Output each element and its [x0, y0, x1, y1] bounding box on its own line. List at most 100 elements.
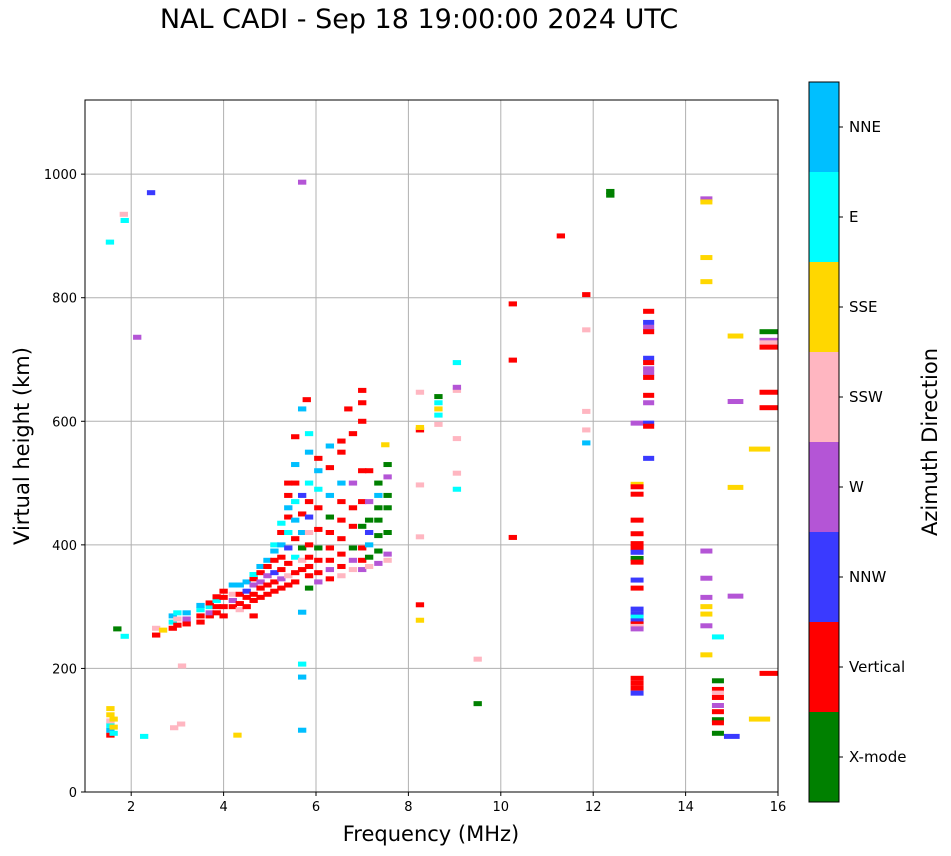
data-point-nne: [374, 492, 383, 498]
data-point-vertical: [277, 554, 286, 560]
data-point-vertical: [556, 233, 566, 239]
data-point-w: [277, 576, 286, 582]
x-tick-label: 4: [219, 800, 227, 815]
data-point-nnw: [630, 606, 644, 612]
data-point-w: [263, 573, 272, 579]
colorbar-label: Azimuth Direction: [918, 348, 942, 536]
data-point-vertical: [582, 292, 591, 298]
data-point-vertical: [314, 455, 323, 461]
data-point-vertical: [212, 610, 221, 616]
data-point-nne: [297, 406, 307, 412]
data-points: [105, 179, 778, 739]
data-point-x-mode: [383, 492, 392, 498]
data-point-vertical: [284, 560, 293, 566]
data-point-w: [630, 626, 644, 632]
data-point-w: [643, 324, 655, 330]
data-point-vertical: [235, 601, 244, 607]
data-point-nne: [325, 443, 335, 449]
data-point-w: [228, 597, 237, 603]
data-point-vertical: [263, 563, 272, 569]
data-point-vertical: [304, 573, 314, 579]
data-point-vertical: [337, 499, 346, 505]
data-point-ssw: [452, 436, 462, 442]
data-point-x-mode: [374, 548, 383, 554]
data-point-nnw: [304, 514, 314, 520]
data-point-sse: [700, 604, 713, 610]
data-point-e: [452, 486, 462, 492]
data-point-vertical: [277, 567, 286, 573]
data-point-vertical: [219, 604, 228, 610]
data-point-ssw: [170, 725, 179, 731]
data-point-vertical: [182, 621, 191, 627]
data-point-nne: [337, 480, 346, 486]
data-point-ssw: [582, 408, 591, 414]
data-point-ssw: [473, 656, 482, 662]
data-point-vertical: [291, 570, 300, 576]
data-point-vertical: [711, 720, 724, 726]
data-point-vertical: [256, 594, 265, 600]
data-point-vertical: [284, 582, 293, 588]
data-point-x-mode: [711, 717, 724, 723]
colorbar-swatch: [809, 622, 839, 712]
data-point-vertical: [348, 523, 358, 529]
data-point-sse: [727, 484, 744, 490]
data-point-e: [711, 634, 724, 640]
data-point-x-mode: [473, 701, 482, 707]
y-tick-label: 800: [52, 292, 77, 307]
data-point-nnw: [242, 588, 251, 594]
data-point-w: [700, 594, 713, 600]
data-point-vertical: [337, 449, 346, 455]
data-point-vertical: [358, 557, 367, 563]
data-point-e: [205, 604, 214, 610]
data-point-vertical: [270, 579, 279, 585]
colorbar: X-mode Vertical NNW W SSW SSE E NNE: [808, 81, 906, 803]
data-point-nne: [235, 582, 244, 588]
data-point-vertical: [325, 530, 335, 535]
data-point-vertical: [249, 576, 258, 582]
data-point-vertical: [358, 545, 367, 551]
data-point-nnw: [643, 355, 655, 361]
data-point-x-mode: [434, 394, 443, 400]
data-point-vertical: [256, 585, 265, 591]
data-point-vertical: [711, 694, 724, 700]
data-point-nne: [291, 517, 300, 523]
data-point-vertical: [314, 557, 323, 563]
data-point-vertical: [630, 531, 644, 537]
data-point-vertical: [212, 604, 221, 610]
data-point-x-mode: [364, 517, 374, 523]
data-point-vertical: [711, 709, 724, 715]
data-point-vertical: [242, 604, 251, 610]
colorbar-swatch: [809, 442, 839, 532]
x-tick-label: 16: [770, 800, 787, 815]
data-point-vertical: [643, 374, 655, 380]
data-point-vertical: [291, 536, 300, 542]
data-point-w: [348, 557, 358, 563]
data-point-vertical: [205, 613, 214, 619]
data-point-vertical: [249, 591, 258, 597]
data-point-e: [109, 730, 118, 736]
data-point-vertical: [711, 686, 724, 692]
data-point-vertical: [304, 563, 314, 569]
data-point-nne: [196, 602, 205, 608]
colorbar-swatch: [809, 172, 839, 262]
data-point-w: [364, 499, 374, 505]
data-point-vertical: [219, 594, 228, 600]
x-tick-label: 10: [493, 800, 510, 815]
data-point-e: [139, 733, 149, 739]
data-point-e: [120, 633, 129, 639]
data-point-vertical: [219, 588, 228, 594]
data-point-x-mode: [374, 505, 383, 511]
data-point-vertical: [643, 329, 655, 335]
data-point-nne: [284, 505, 293, 511]
data-point-nne: [297, 674, 307, 680]
data-point-vertical: [196, 619, 205, 625]
data-point-vertical: [291, 434, 300, 440]
data-point-vertical: [337, 536, 346, 542]
data-point-x-mode: [383, 530, 392, 535]
data-point-vertical: [242, 594, 251, 600]
data-point-nnw: [723, 733, 740, 739]
colorbar-category-label: Vertical: [849, 658, 905, 676]
data-point-e: [277, 520, 286, 526]
colorbar-swatch: [809, 532, 839, 622]
data-point-e: [168, 619, 177, 625]
